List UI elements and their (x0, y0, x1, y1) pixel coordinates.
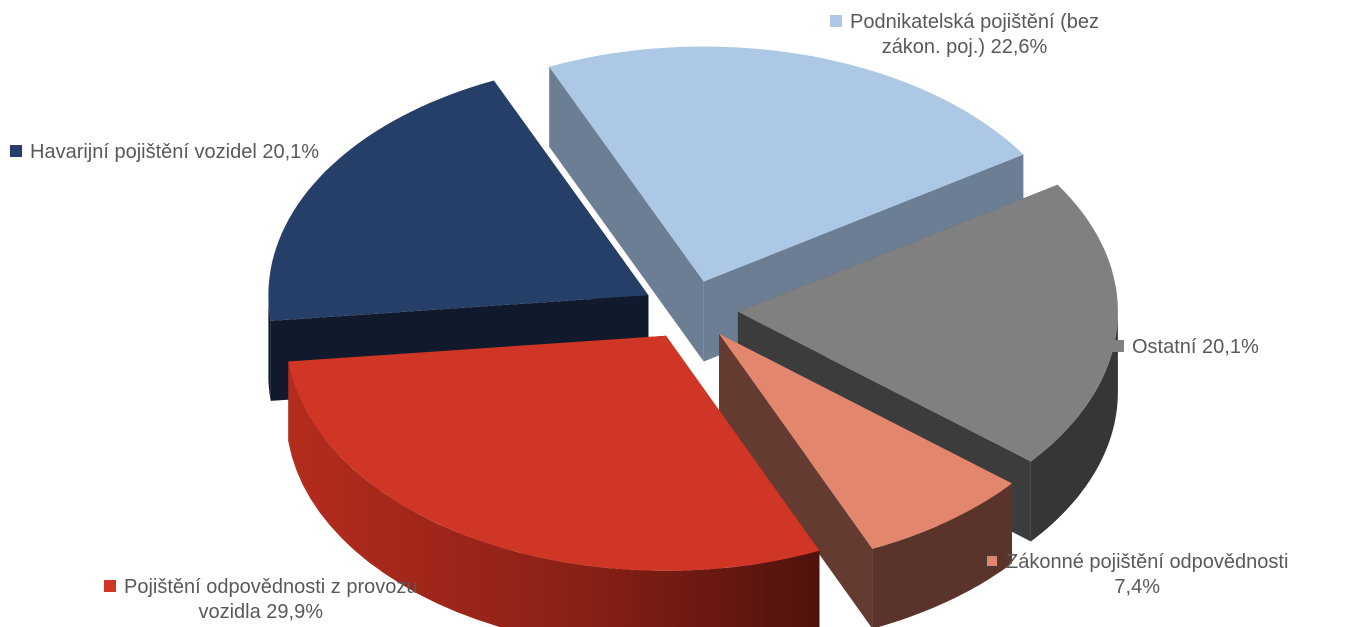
legend-swatch-ostatni (1112, 340, 1124, 352)
slice-zakonne-top (719, 333, 1012, 549)
legend-label-podnikatelska: Podnikatelská pojištění (bez zákon. poj.… (830, 10, 1099, 60)
label-ostatni-text: Ostatní 20,1% (1132, 336, 1259, 358)
slice-havarijni-top (268, 80, 649, 321)
label-podnikatelska-line2: zákon. poj.) 22,6% (881, 36, 1048, 58)
legend-label-ostatni: Ostatní 20,1% (1112, 335, 1259, 360)
slice-ostatni-top (737, 184, 1118, 462)
slice-podnikatelska-side-1 (549, 66, 704, 362)
slice-zakonne-wall (872, 483, 1012, 627)
slice-pojisteni (288, 335, 820, 627)
legend-label-pojisteni: Pojištění odpovědnosti z provozu vozidla… (104, 575, 418, 625)
label-podnikatelska-line1: Podnikatelská pojištění (bez (850, 11, 1100, 33)
slice-zakonne (719, 333, 1012, 627)
legend-swatch-havarijni (10, 145, 22, 157)
slice-havarijni-wall (268, 295, 271, 401)
label-havarijni-text: Havarijní pojištění vozidel 20,1% (30, 141, 320, 163)
slice-zakonne-side-2 (719, 333, 873, 627)
label-pojisteni-line2: vozidla 29,9% (198, 601, 324, 623)
label-zakonne-line2: 7,4% (1114, 576, 1160, 598)
slice-pojisteni-wall (288, 361, 820, 627)
slice-ostatni-wall (1030, 311, 1118, 542)
legend-label-havarijni: Havarijní pojištění vozidel 20,1% (10, 140, 319, 165)
legend-swatch-podnikatelska (830, 15, 842, 27)
legend-swatch-zakonne (986, 555, 998, 567)
legend-swatch-pojisteni (104, 580, 116, 592)
legend-label-zakonne: Zákonné pojištění odpovědnosti 7,4% (986, 550, 1288, 600)
slice-pojisteni-top (288, 335, 820, 571)
label-zakonne-line1: Zákonné pojištění odpovědnosti (1006, 551, 1289, 573)
label-pojisteni-line1: Pojištění odpovědnosti z provozu (124, 576, 418, 598)
slice-podnikatelska-top (549, 46, 1024, 282)
